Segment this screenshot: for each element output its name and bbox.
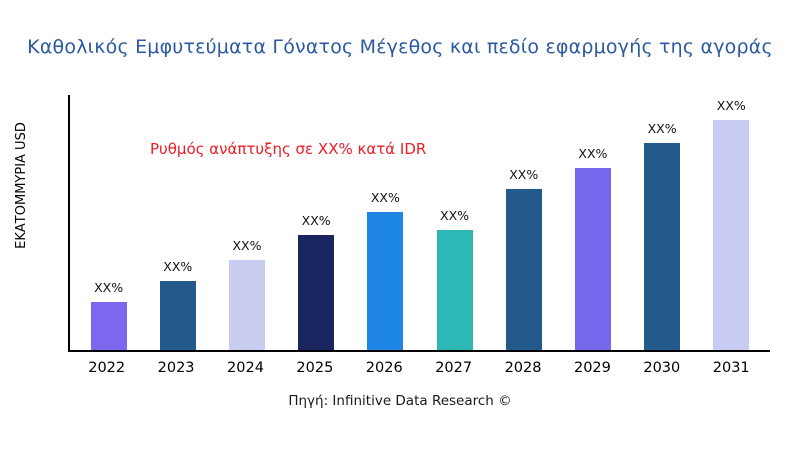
bar-2022 [90, 302, 127, 350]
bar-column-2026: XX% [354, 190, 416, 350]
bar-value-label-2027: XX% [440, 208, 470, 223]
x-tick-label-2027: 2027 [435, 360, 473, 376]
bar-value-label-2029: XX% [578, 146, 608, 161]
bar-column-2027: XX% [424, 208, 486, 350]
x-tick-label-2023: 2023 [157, 360, 195, 376]
y-axis-label-wrap: ΕΚΑΤΟΜΜΥΡΙΑ USD [8, 85, 34, 285]
bar-2024 [228, 260, 265, 350]
bar-2029 [574, 168, 611, 350]
x-tick-label-2026: 2026 [365, 360, 403, 376]
bar-column-2022: XX% [78, 280, 140, 350]
x-tick-label-2025: 2025 [296, 360, 334, 376]
bar-2031 [713, 120, 750, 350]
bar-value-label-2022: XX% [94, 280, 124, 295]
plot-area: XX% XX% XX% XX% XX% XX% XX% XX% XX% XX% [68, 95, 770, 352]
bar-value-label-2024: XX% [232, 238, 262, 253]
source-attribution: Πηγή: Infinitive Data Research © [288, 393, 512, 409]
y-axis-label: ΕΚΑΤΟΜΜΥΡΙΑ USD [13, 121, 29, 249]
bar-2025 [298, 235, 335, 350]
bar-column-2025: XX% [285, 213, 347, 350]
bar-value-label-2026: XX% [370, 190, 400, 205]
bar-value-label-2025: XX% [301, 213, 331, 228]
bar-2023 [159, 281, 196, 350]
bar-2026 [367, 212, 404, 350]
x-tick-label-2024: 2024 [227, 360, 264, 376]
x-tick-label-2031: 2031 [712, 360, 750, 376]
x-axis-labels: 2022 2023 2024 2025 2026 2027 2028 2029 2030 2031 [68, 360, 770, 376]
x-tick-label-2029: 2029 [573, 360, 611, 376]
bar-value-label-2028: XX% [509, 167, 539, 182]
bar-column-2023: XX% [147, 259, 209, 350]
chart-title: Καθολικός Εμφυτεύματα Γόνατος Μέγεθος κα… [27, 36, 773, 58]
bar-value-label-2030: XX% [647, 121, 677, 136]
x-tick-label-2022: 2022 [88, 360, 126, 376]
x-tick-label-2028: 2028 [504, 360, 542, 376]
bar-column-2024: XX% [216, 238, 278, 350]
bar-column-2029: XX% [562, 146, 624, 350]
x-tick-label-2030: 2030 [643, 360, 681, 376]
bar-2028 [505, 189, 542, 350]
bar-2027 [436, 230, 473, 350]
bar-column-2031: XX% [700, 98, 762, 350]
bar-column-2030: XX% [631, 121, 693, 350]
bar-column-2028: XX% [493, 167, 555, 350]
bar-value-label-2023: XX% [163, 259, 193, 274]
growth-rate-annotation: Ρυθμός ανάπτυξης σε XX% κατά IDR [150, 140, 427, 158]
bar-2030 [644, 143, 681, 350]
bars-area: XX% XX% XX% XX% XX% XX% XX% XX% XX% XX% [70, 95, 770, 350]
bar-value-label-2031: XX% [716, 98, 746, 113]
